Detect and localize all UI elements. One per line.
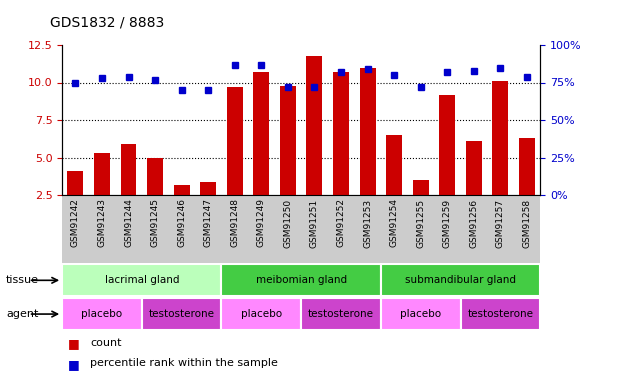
Bar	[360, 68, 376, 232]
Bar	[174, 184, 189, 232]
Text: GSM91259: GSM91259	[443, 198, 452, 248]
Text: ■: ■	[68, 338, 84, 351]
Text: GSM91257: GSM91257	[496, 198, 505, 248]
Text: tissue: tissue	[6, 275, 39, 285]
Text: percentile rank within the sample: percentile rank within the sample	[90, 358, 278, 368]
Text: submandibular gland: submandibular gland	[405, 275, 516, 285]
Bar	[147, 158, 163, 232]
Bar	[307, 56, 322, 232]
Bar	[94, 153, 110, 232]
Text: GSM91255: GSM91255	[416, 198, 425, 248]
Text: GSM91243: GSM91243	[97, 198, 106, 248]
Bar	[227, 87, 243, 232]
Bar	[222, 264, 381, 296]
Bar	[142, 298, 222, 330]
Bar	[301, 298, 381, 330]
Text: placebo: placebo	[81, 309, 122, 319]
Text: GSM91242: GSM91242	[71, 198, 80, 247]
Text: GSM91253: GSM91253	[363, 198, 372, 248]
Text: GSM91250: GSM91250	[283, 198, 292, 248]
Bar	[461, 298, 540, 330]
Text: testosterone: testosterone	[468, 309, 533, 319]
Text: GSM91246: GSM91246	[177, 198, 186, 248]
Bar	[253, 72, 270, 232]
Bar	[519, 138, 535, 232]
Text: placebo: placebo	[241, 309, 282, 319]
Bar	[280, 86, 296, 232]
Bar	[120, 144, 137, 232]
Text: GSM91258: GSM91258	[522, 198, 532, 248]
Bar	[200, 182, 216, 232]
Text: GDS1832 / 8883: GDS1832 / 8883	[50, 16, 164, 30]
Text: GSM91248: GSM91248	[230, 198, 239, 248]
Text: meibomian gland: meibomian gland	[256, 275, 347, 285]
Bar	[381, 298, 461, 330]
Bar	[333, 72, 349, 232]
Text: placebo: placebo	[400, 309, 442, 319]
Text: GSM91254: GSM91254	[389, 198, 399, 248]
Bar	[492, 81, 509, 232]
Text: GSM91249: GSM91249	[257, 198, 266, 248]
Bar	[413, 180, 428, 232]
Bar	[466, 141, 482, 232]
Bar	[68, 171, 83, 232]
Text: count: count	[90, 338, 122, 348]
Text: GSM91247: GSM91247	[204, 198, 213, 248]
Text: agent: agent	[6, 309, 39, 319]
Bar	[381, 264, 540, 296]
Text: GSM91251: GSM91251	[310, 198, 319, 248]
Text: GSM91252: GSM91252	[337, 198, 345, 248]
Text: ■: ■	[68, 358, 84, 371]
Text: lacrimal gland: lacrimal gland	[104, 275, 179, 285]
Bar	[222, 298, 301, 330]
Bar	[439, 94, 455, 232]
Bar	[62, 298, 142, 330]
Bar	[386, 135, 402, 232]
Text: GSM91256: GSM91256	[469, 198, 478, 248]
Bar	[62, 264, 222, 296]
Text: GSM91244: GSM91244	[124, 198, 133, 247]
Text: testosterone: testosterone	[308, 309, 374, 319]
Text: testosterone: testosterone	[148, 309, 215, 319]
Text: GSM91245: GSM91245	[150, 198, 160, 248]
